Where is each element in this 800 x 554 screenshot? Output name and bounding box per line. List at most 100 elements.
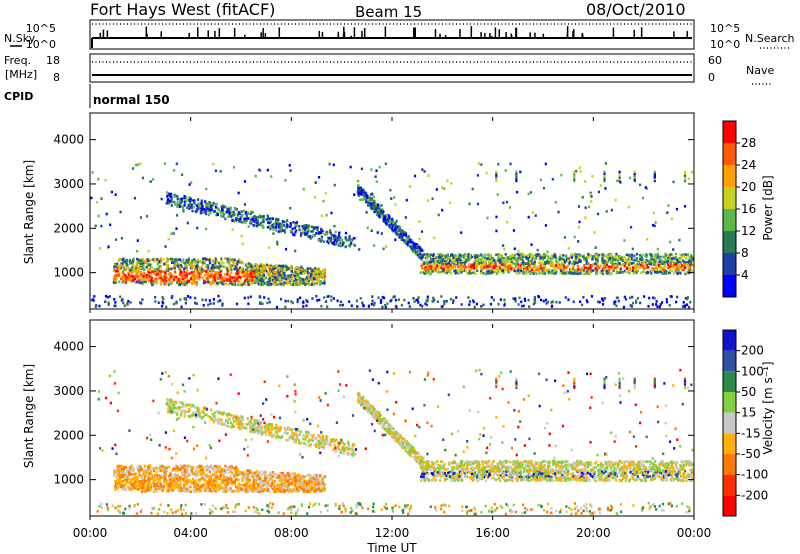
echo-cell — [456, 260, 459, 263]
echo-cell — [272, 225, 275, 229]
echo-cell — [178, 273, 181, 277]
echo-cell — [515, 177, 518, 181]
echo-cell — [642, 270, 645, 274]
echo-cell — [601, 256, 604, 260]
echo-cell — [262, 279, 265, 282]
echo-cell — [168, 465, 171, 469]
echo-cell — [258, 214, 262, 217]
echo-cell — [171, 200, 175, 204]
echo-cell — [372, 199, 375, 202]
echo-cell — [616, 262, 619, 266]
echo-cell — [190, 264, 193, 267]
echo-cell — [476, 174, 479, 177]
echo-cell — [166, 276, 169, 280]
echo-cell — [503, 263, 506, 267]
echo-cell — [207, 303, 210, 307]
echo-cell — [188, 272, 191, 276]
echo-cell — [183, 267, 186, 271]
echo-cell — [360, 189, 363, 192]
echo-cell — [654, 264, 658, 268]
echo-cell — [140, 274, 144, 277]
echo-cell — [251, 211, 254, 214]
echo-cell — [237, 272, 240, 276]
echo-cell — [203, 489, 207, 492]
echo-cell — [384, 162, 387, 166]
echo-cell — [463, 254, 466, 257]
echo-cell — [283, 228, 286, 232]
echo-cell — [515, 175, 518, 179]
echo-cell — [306, 267, 310, 271]
echo-cell — [246, 268, 249, 272]
echo-cell — [170, 200, 173, 203]
echo-cell — [539, 178, 543, 182]
echo-cell — [686, 297, 689, 301]
echo-cell — [440, 253, 443, 256]
echo-cell — [592, 262, 595, 266]
echo-cell — [230, 271, 233, 275]
echo-cell — [508, 270, 511, 274]
echo-cell — [123, 266, 126, 270]
echo-cell — [525, 255, 528, 259]
echo-cell — [531, 253, 534, 257]
echo-cell — [442, 267, 446, 270]
echo-cell — [227, 476, 230, 480]
echo-cell — [292, 487, 296, 491]
echo-cell — [255, 218, 258, 221]
echo-cell — [264, 263, 268, 267]
echo-cell — [494, 264, 497, 268]
echo-cell — [257, 271, 260, 275]
echo-cell — [618, 177, 621, 181]
echo-cell — [419, 254, 422, 258]
echo-cell — [496, 265, 500, 269]
echo-cell — [668, 255, 671, 258]
echo-cell — [488, 261, 491, 264]
echo-cell — [300, 270, 303, 273]
power-colorbar-tick-label: 16 — [741, 202, 756, 216]
echo-cell — [161, 300, 164, 304]
echo-cell — [192, 264, 196, 268]
echo-cell — [539, 298, 543, 302]
echo-cell — [551, 260, 554, 264]
echo-cell — [279, 479, 283, 483]
echo-cell — [532, 302, 535, 306]
echo-cell — [247, 262, 251, 265]
echo-cell — [200, 488, 203, 492]
echo-cell — [259, 270, 262, 273]
echo-cell — [125, 265, 128, 269]
echo-cell — [268, 478, 271, 481]
echo-cell — [323, 282, 326, 285]
echo-cell — [206, 275, 210, 278]
echo-cell — [183, 200, 186, 204]
echo-cell — [651, 303, 654, 306]
echo-cell — [575, 257, 578, 260]
echo-cell — [341, 303, 344, 307]
echo-cell — [578, 166, 581, 170]
echo-cell — [147, 267, 150, 271]
echo-cell — [638, 265, 641, 269]
echo-cell — [203, 257, 206, 260]
echo-cell — [439, 270, 442, 274]
echo-cell — [578, 258, 581, 262]
echo-cell — [171, 489, 174, 492]
echo-cell — [650, 271, 653, 274]
echo-cell — [681, 267, 684, 270]
echo-cell — [583, 258, 586, 261]
echo-cell — [653, 172, 656, 176]
echo-cell — [504, 169, 507, 172]
echo-cell — [330, 295, 333, 299]
echo-cell — [313, 269, 317, 273]
echo-cell — [291, 279, 294, 282]
echo-cell — [140, 302, 143, 305]
echo-cell — [179, 270, 183, 273]
echo-cell — [213, 261, 216, 265]
echo-cell — [462, 256, 466, 260]
echo-cell — [604, 266, 607, 270]
echo-cell — [170, 267, 173, 271]
echo-cell — [560, 257, 563, 260]
echo-cell — [608, 254, 611, 258]
echo-cell — [596, 259, 599, 263]
echo-cell — [194, 296, 197, 300]
echo-cell — [332, 297, 336, 300]
echo-cell — [359, 198, 362, 202]
echo-cell — [489, 259, 493, 263]
